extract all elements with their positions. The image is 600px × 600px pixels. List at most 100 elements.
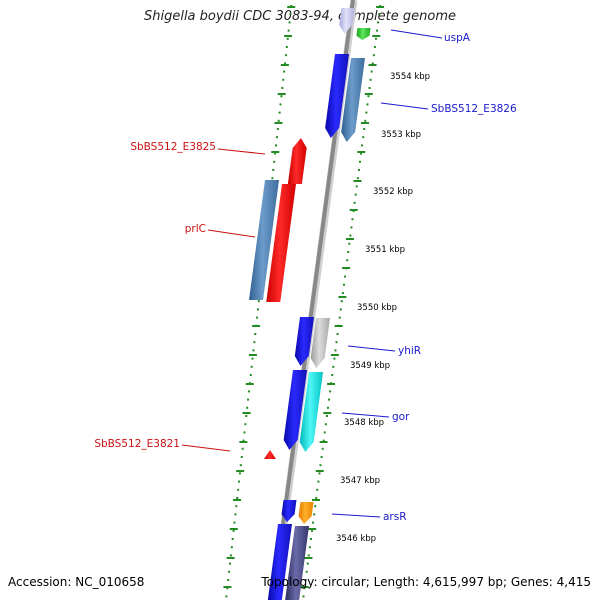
connector-SbBS512_E3826 [380,102,429,110]
outer-ruler-dot [275,136,278,139]
outer-ruler-dot [285,46,288,48]
outer-ruler-dot [227,579,230,581]
gene-yhiR-a[interactable] [294,317,314,366]
outer-ruler-dot [234,513,237,516]
outer-ruler-dot [236,497,239,499]
gene-SbBS512_E3826-b[interactable] [341,58,365,142]
inner-ruler-dot [328,398,331,401]
outer-ruler-dot [274,152,277,155]
inner-ruler-dot [332,365,335,368]
inner-ruler-dot [342,283,345,286]
outer-ruler-dot [241,447,244,450]
outer-ruler-dot [226,587,229,590]
feature-label-SbBS512_E3826[interactable]: SbBS512_E3826 [431,103,517,115]
inner-ruler-dot [344,275,347,278]
inner-ruler-dot [358,160,361,163]
outer-ruler-dot [229,562,232,565]
outer-ruler-dot [250,365,253,368]
inner-ruler-dot [350,226,353,229]
inner-ruler-dot [361,144,364,147]
connector-arsR [331,513,381,518]
feature-label-arsR[interactable]: arsR [383,511,407,523]
inner-ruler-dot [302,595,305,598]
feature-label-yhiR[interactable]: yhiR [398,345,421,357]
inner-ruler-dot [315,497,318,499]
tick-label-3549: 3549 kbp [350,361,390,371]
outer-ruler-dot [284,62,287,65]
feature-label-prlC[interactable]: prlC [185,223,206,235]
inner-ruler-dot [331,374,334,376]
inner-ruler-dot [335,341,338,344]
inner-ruler-dot [321,447,324,450]
inner-ruler-dot [366,103,369,106]
gene-bottom-b[interactable] [285,526,309,600]
inner-ruler-dot [376,29,379,32]
inner-ruler-dot [367,95,370,98]
inner-ruler-track [300,5,385,598]
gene-gor-b[interactable] [299,372,323,452]
gene-prlC[interactable] [266,184,296,302]
outer-ruler-dot [225,595,228,598]
connector-prlC [207,229,256,238]
inner-ruler-dot [353,201,356,204]
inner-ruler-dot [339,308,342,311]
inner-ruler-dot [370,70,373,73]
connector-yhiR [347,345,396,352]
outer-ruler-dot [286,37,289,40]
tick-label-3548: 3548 kbp [344,418,384,428]
outer-ruler-dot [254,333,257,335]
inner-ruler-dot [356,177,359,180]
inner-ruler-dot [322,439,325,442]
inner-ruler-dot [341,292,344,294]
outer-ruler-dot [273,160,276,163]
connector-uspA [390,29,443,39]
outer-ruler-dot [279,103,282,106]
gene-bottom-a[interactable] [267,524,292,600]
outer-ruler-dot [257,300,260,303]
gene-arsR-b[interactable] [298,502,314,524]
inner-ruler-dot [348,242,351,245]
inner-ruler-dot [318,472,321,475]
connector-gor [341,412,390,418]
outer-ruler-dot [275,144,278,147]
outer-ruler-dot [284,54,287,57]
feature-label-SbBS512_E3821[interactable]: SbBS512_E3821 [94,438,180,450]
gene-SbBS512_E3821[interactable] [264,450,276,459]
gene-SbBS512_E3826-a[interactable] [325,54,349,138]
inner-ruler-dot [325,415,328,417]
inner-ruler-dot [346,259,349,262]
outer-ruler-dot [247,390,250,393]
gene-uspA-green[interactable] [356,28,371,40]
inner-ruler-dot [334,349,337,352]
inner-ruler-dot [374,37,377,40]
inner-ruler-dot [363,128,366,130]
outer-ruler-dot [281,87,284,89]
outer-ruler-dot [232,529,235,532]
outer-ruler-dot [282,78,285,81]
inner-ruler-dot [307,554,310,557]
outer-ruler-dot [277,119,280,122]
outer-ruler-dot [288,21,291,24]
outer-ruler-dot [233,521,236,524]
outer-ruler-dot [272,169,275,171]
outer-ruler-dot [247,398,250,401]
inner-ruler-dot [338,316,341,319]
gene-uspA[interactable] [339,8,355,34]
outer-ruler-dot [244,423,247,426]
inner-ruler-dot [349,234,352,237]
tick-label-3547: 3547 kbp [340,476,380,486]
gene-yhiR-b[interactable] [310,318,330,368]
feature-label-uspA[interactable]: uspA [444,32,471,44]
feature-label-gor[interactable]: gor [392,411,410,423]
inner-ruler-dot [323,431,326,434]
gene-prlC-steel[interactable] [249,180,279,300]
gene-gor-a[interactable] [283,370,307,450]
inner-ruler-dot [312,521,315,524]
inner-ruler-dot [326,406,329,409]
tick-label-3554: 3554 kbp [390,72,430,82]
gene-SbBS512_E3825[interactable] [287,138,307,184]
inner-ruler-dot [320,456,323,458]
outer-ruler-dot [237,488,240,491]
feature-label-SbBS512_E3825[interactable]: SbBS512_E3825 [130,141,216,153]
gene-arsR-a[interactable] [281,500,297,522]
